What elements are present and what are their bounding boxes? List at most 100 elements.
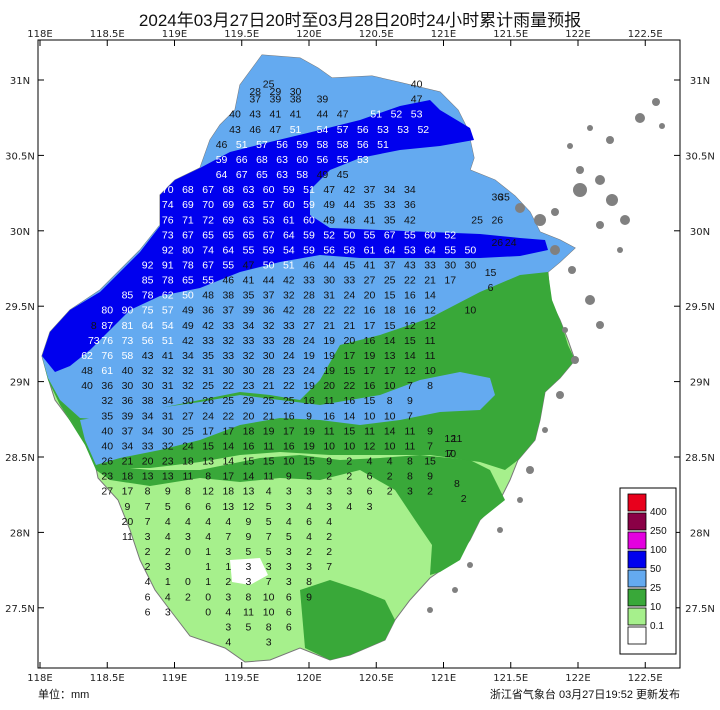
rainfall-value: 12 [202,486,214,498]
rainfall-value: 15 [364,395,376,407]
rainfall-value: 3 [266,561,272,573]
legend-label: 50 [650,564,662,575]
rainfall-value: 7 [427,440,433,452]
rainfall-value: 15 [243,456,255,468]
rainfall-value: 3 [225,591,231,603]
lat-tick-left: 28N [10,528,30,539]
rainfall-value: 9 [427,425,433,437]
rainfall-value: 51 [303,184,315,196]
rainfall-value: 70 [202,199,214,211]
rainfall-value: 10 [384,440,396,452]
rainfall-value: 32 [162,440,174,452]
rainfall-value: 53 [404,244,416,256]
rainfall-value: 34 [142,425,154,437]
rainfall-value: 28 [249,86,261,98]
rainfall-value: 36 [202,305,214,317]
axis-ticks: 118E 118E 118.5E 118.5E 119E 119E 119.5E 119.5E… [5,29,715,684]
lon-tick-bottom: 121.5E [493,673,528,684]
rainfall-value: 4 [387,456,393,468]
rainfall-value: 5 [246,546,252,558]
rainfall-value: 3 [246,561,252,573]
lon-tick-bottom: 120.5E [359,673,394,684]
rainfall-value: 27 [364,275,376,287]
rainfall-value: 56 [276,139,288,151]
legend-swatch [627,626,647,645]
rainfall-value: 4 [346,501,352,513]
rainfall-value: 50 [263,260,275,272]
rainfall-value: 32 [182,380,194,392]
rainfall-value: 51 [370,109,382,121]
rainfall-value: 64 [216,169,228,181]
rainfall-value: 14 [384,425,396,437]
rainfall-value: 12 [404,320,416,332]
rainfall-value: 56 [142,335,154,347]
lon-tick-bottom: 118.5E [90,673,125,684]
rainfall-value: 3 [306,561,312,573]
rainfall-value: 34 [384,184,396,196]
rainfall-value: 4 [326,516,332,528]
rainfall-value: 32 [263,320,275,332]
rainfall-value: 3 [286,486,292,498]
rainfall-value: 47 [243,260,255,272]
lon-tick-top: 121.5E [493,29,528,40]
rainfall-value: 55 [202,275,214,287]
rainfall-value: 72 [202,214,214,226]
rainfall-value: 51 [162,335,174,347]
rainfall-value: 42 [182,335,194,347]
rainfall-value: 37 [122,425,134,437]
lat-tick-left: 30N [10,227,30,238]
rainfall-value: 63 [276,154,288,166]
rainfall-value: 22 [283,380,295,392]
rainfall-value: 16 [344,395,356,407]
rainfall-value: 33 [142,440,154,452]
rainfall-value: 35 [384,214,396,226]
legend-swatch [627,493,647,512]
rainfall-value: 25 [471,214,483,226]
rainfall-value: 37 [384,260,396,272]
rainfall-value: 55 [404,229,416,241]
rainfall-value: 19 [303,380,315,392]
rainfall-value: 44 [263,275,275,287]
lat-tick-left: 29N [10,378,30,389]
rainfall-value: 17 [364,320,376,332]
rainfall-value: 17 [222,471,234,483]
rainfall-value: 47 [270,124,282,136]
rainfall-value: 56 [357,139,369,151]
rainfall-value: 2 [145,561,151,573]
rainfall-value: 2 [326,471,332,483]
rainfall-value: 16 [404,305,416,317]
rainfall-value: 16 [364,380,376,392]
rainfall-value: 5 [246,621,252,633]
rainfall-value: 5 [266,516,272,528]
rainfall-value: 65 [182,275,194,287]
rainfall-value: 7 [326,561,332,573]
rainfall-value: 3 [266,637,272,649]
rainfall-value: 6 [488,282,494,294]
rainfall-value: 59 [263,244,275,256]
rainfall-value: 3 [225,621,231,633]
rainfall-value: 20 [323,380,335,392]
rainfall-value: 16 [283,410,295,422]
rainfall-value: 66 [236,154,248,166]
rainfall-value: 64 [142,320,154,332]
rainfall-value: 67 [263,229,275,241]
rainfall-value: 33 [384,199,396,211]
rainfall-value: 63 [243,214,255,226]
rainfall-value: 5 [165,501,171,513]
rainfall-value: 11 [404,440,415,452]
rainfall-value: 12 [364,440,376,452]
lon-tick-top: 119.5E [224,29,259,40]
zone-10-25 [60,405,505,575]
rainfall-value: 50 [344,229,356,241]
rainfall-value: 1 [165,576,171,588]
rainfall-value: 58 [296,169,308,181]
rainfall-value: 8 [185,486,191,498]
lon-tick-bottom: 119E [162,673,187,684]
lat-tick-right: 27.5N [685,604,715,615]
rainfall-value: 52 [444,229,456,241]
lat-tick-left: 29.5N [5,302,35,313]
rainfall-value: 21 [263,410,275,422]
rainfall-value: 36 [263,305,275,317]
rainfall-value: 73 [122,335,134,347]
rainfall-value: 1 [205,576,211,588]
